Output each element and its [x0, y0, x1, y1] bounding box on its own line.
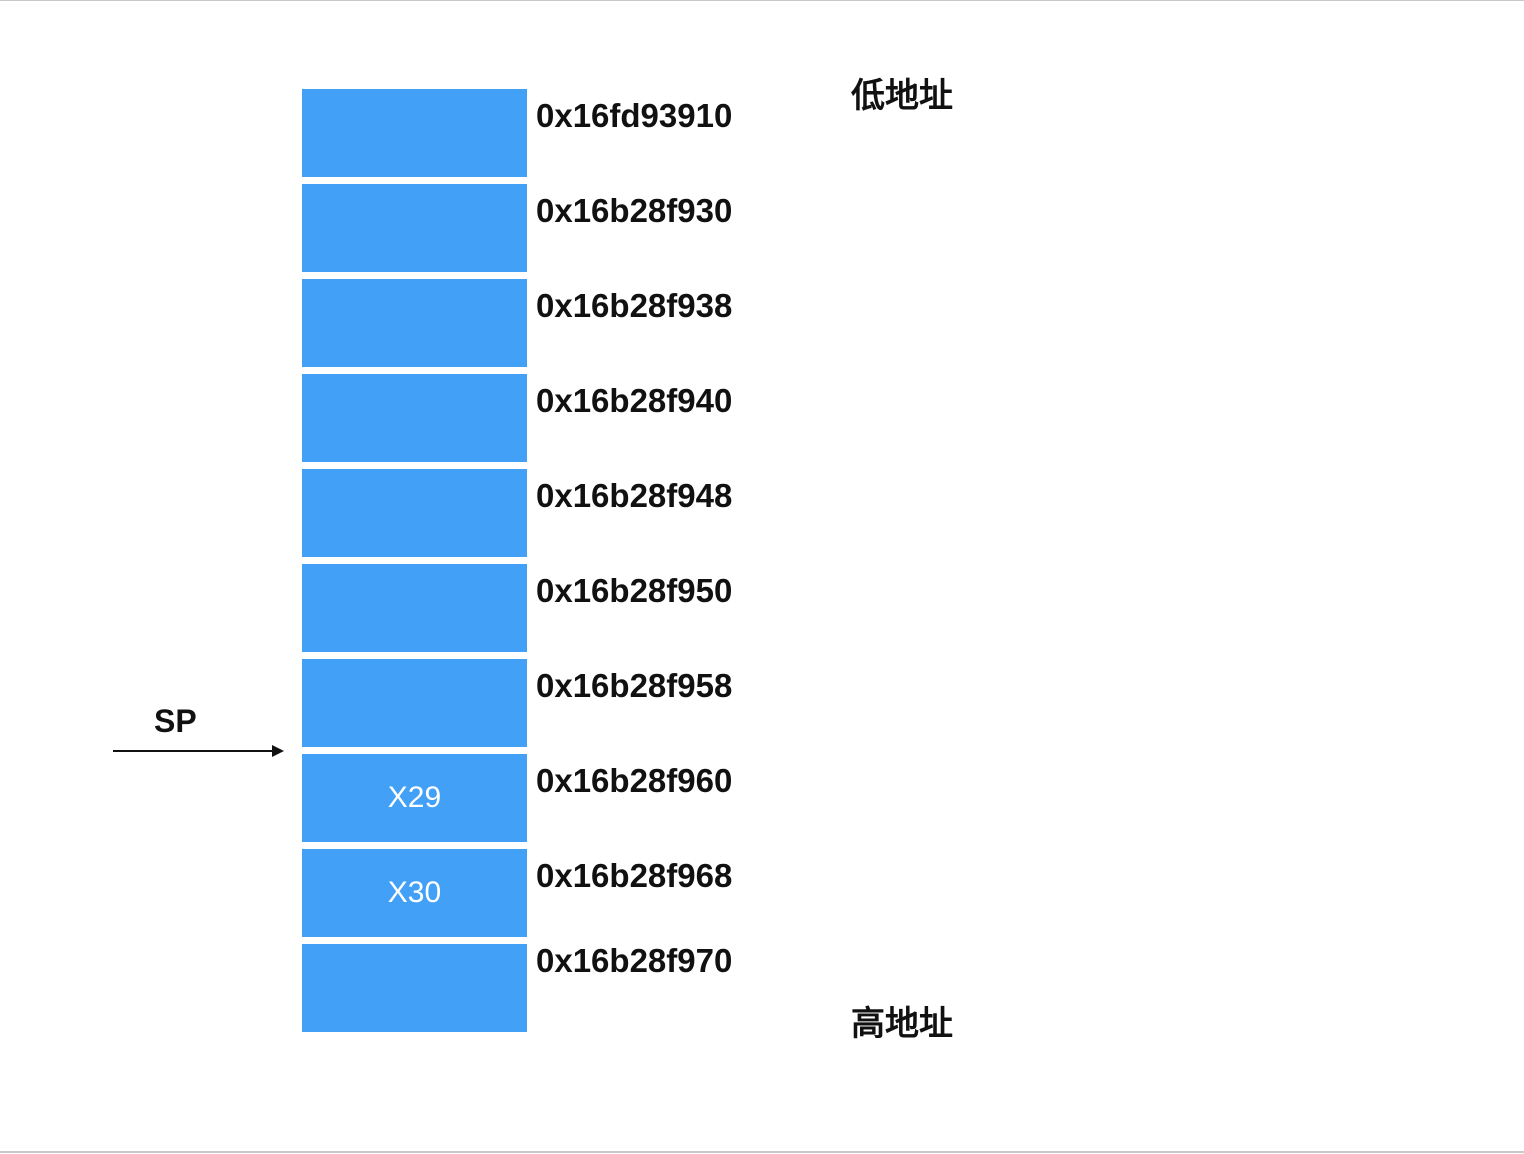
stack-cell [302, 279, 527, 367]
address-label: 0x16b28f968 [536, 857, 733, 894]
stack-cell [302, 374, 527, 462]
address-label: 0x16b28f958 [536, 667, 733, 704]
address-label: 0x16b28f970 [536, 942, 733, 979]
stack-cell-label: X30 [387, 876, 442, 909]
address-label: 0x16b28f938 [536, 287, 733, 324]
stack-cell [302, 89, 527, 177]
high-address-label: 高地址 [851, 1004, 953, 1044]
sp-label: SP [154, 703, 197, 739]
address-label: 0x16b28f948 [536, 477, 733, 514]
address-label: 0x16b28f960 [536, 762, 733, 799]
stack-cell [302, 944, 527, 1032]
stack-cell [302, 469, 527, 557]
low-address-label: 低地址 [851, 76, 953, 116]
stack-cell [302, 659, 527, 747]
stack-cell-x30: X30 [302, 849, 527, 937]
stack-cell-label: X29 [387, 781, 442, 814]
address-label: 0x16fd93910 [536, 97, 733, 134]
stack-cell [302, 184, 527, 272]
address-label: 0x16b28f940 [536, 382, 733, 419]
bottom-border [0, 1151, 1524, 1153]
stack-cell-x29: X29 [302, 754, 527, 842]
address-label: 0x16b28f950 [536, 572, 733, 609]
top-border [0, 0, 1524, 1]
address-label: 0x16b28f930 [536, 192, 733, 229]
sp-arrow-icon [113, 745, 284, 757]
stack-cell [302, 564, 527, 652]
